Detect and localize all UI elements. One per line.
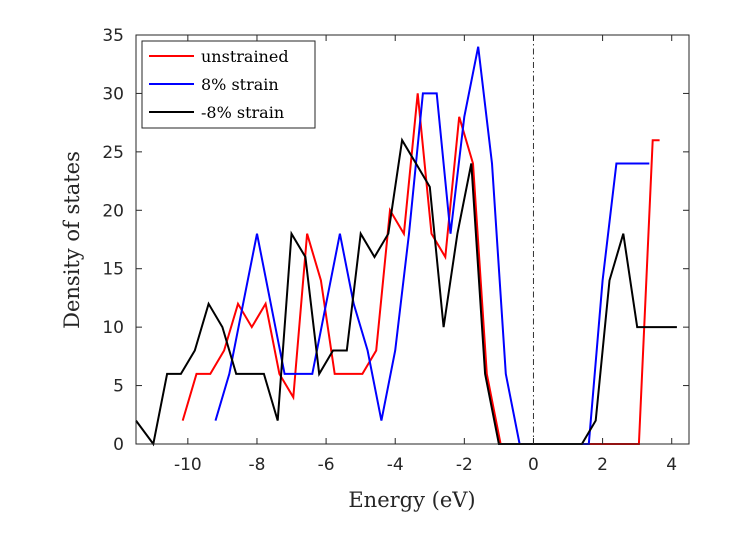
x-tick-label: -8: [248, 455, 265, 475]
series-line-2: [135, 137, 677, 447]
y-tick-label: 25: [102, 143, 124, 163]
plot-frame: [135, 34, 690, 445]
x-tick-label: -2: [456, 455, 473, 475]
y-tick-label: 35: [102, 26, 124, 46]
legend-label-0: unstrained: [201, 47, 289, 66]
x-tick-label: 2: [597, 455, 608, 475]
x-axis-ticks: -10 -8 -6 -4 -2 0 2 4: [174, 35, 677, 475]
y-tick-label: 5: [113, 377, 124, 397]
x-tick-label: -6: [318, 455, 335, 475]
y-axis-ticks: 0 5 10 15 20 25 30 35: [102, 26, 689, 455]
y-tick-label: 15: [102, 260, 124, 280]
legend-label-1: 8% strain: [201, 75, 279, 94]
y-axis-title: Density of states: [60, 151, 84, 329]
y-tick-label: 20: [102, 201, 124, 221]
x-tick-label: -4: [387, 455, 404, 475]
x-tick-label: 4: [666, 455, 677, 475]
legend-label-2: -8% strain: [201, 103, 284, 122]
y-tick-label: 0: [113, 435, 124, 455]
x-tick-label: -10: [174, 455, 202, 475]
x-axis-title: Energy (eV): [348, 488, 475, 512]
y-tick-label: 10: [102, 318, 124, 338]
legend: unstrained 8% strain -8% strain: [141, 40, 316, 129]
y-tick-label: 30: [102, 84, 124, 104]
x-tick-label: 0: [528, 455, 539, 475]
